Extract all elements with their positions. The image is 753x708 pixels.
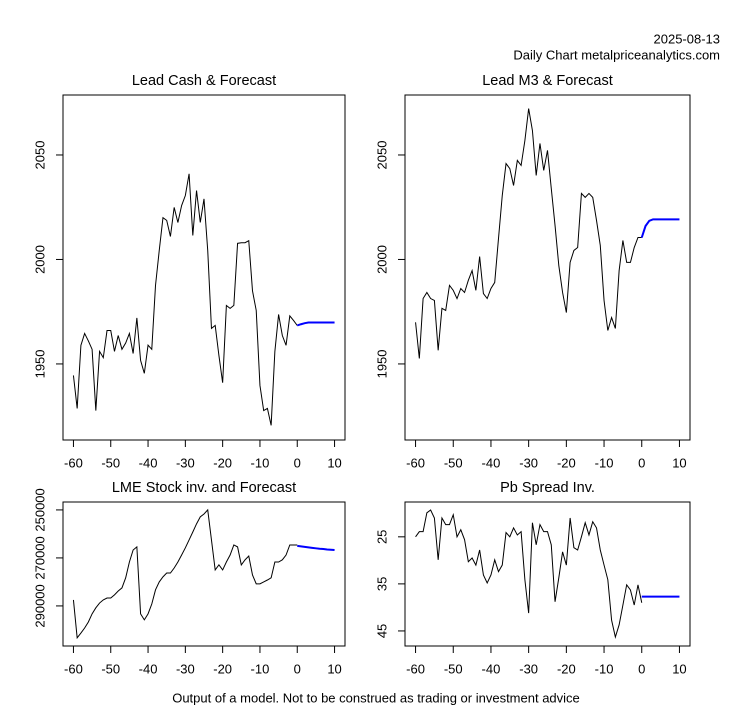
x-tick-label: -50 — [444, 661, 463, 676]
x-tick-label: -10 — [595, 661, 614, 676]
data-line — [640, 218, 680, 238]
x-tick-label: 0 — [294, 455, 301, 470]
chart-title: Pb Spread Inv. — [500, 480, 595, 496]
y-tick-label: 2000 — [32, 245, 47, 274]
y-tick-label: 25 — [374, 530, 389, 544]
x-tick-label: 10 — [672, 455, 686, 470]
x-tick-label: -40 — [482, 455, 501, 470]
x-tick-label: -50 — [101, 661, 120, 676]
x-tick-label: -40 — [482, 661, 501, 676]
data-line — [72, 173, 298, 426]
x-tick-label: -40 — [139, 661, 158, 676]
y-tick-label: 2000 — [374, 245, 389, 274]
source: Daily Chart metalpriceanalytics.com — [513, 47, 720, 62]
y-tick-label: 35 — [374, 577, 389, 591]
y-tick-label: 45 — [374, 624, 389, 638]
x-tick-label: -60 — [406, 661, 425, 676]
y-tick-label: 1950 — [374, 349, 389, 378]
data-line — [415, 509, 643, 640]
x-tick-label: 10 — [327, 661, 341, 676]
x-tick-label: -50 — [444, 455, 463, 470]
chart-title: LME Stock inv. and Forecast — [112, 480, 296, 496]
y-tick-label: 270000 — [32, 536, 47, 579]
footer: Output of a model. Not to be construed a… — [172, 690, 580, 705]
y-tick-label: 290000 — [32, 584, 47, 627]
x-tick-label: -20 — [557, 455, 576, 470]
x-tick-label: -30 — [176, 455, 195, 470]
x-tick-label: -30 — [176, 661, 195, 676]
x-tick-label: -20 — [213, 661, 232, 676]
date: 2025-08-13 — [654, 31, 721, 46]
x-tick-label: -40 — [139, 455, 158, 470]
plot-frame — [62, 501, 346, 647]
data-line — [72, 508, 298, 640]
x-tick-label: 10 — [672, 661, 686, 676]
x-tick-label: -10 — [251, 455, 270, 470]
x-tick-label: -30 — [519, 661, 538, 676]
plot-frame — [404, 501, 691, 647]
x-tick-label: 0 — [638, 455, 645, 470]
y-tick-label: 250000 — [32, 488, 47, 531]
x-tick-label: 0 — [294, 661, 301, 676]
y-tick-label: 2050 — [32, 141, 47, 170]
x-tick-label: -50 — [101, 455, 120, 470]
x-tick-label: -20 — [213, 455, 232, 470]
y-tick-label: 1950 — [32, 349, 47, 378]
x-tick-label: -10 — [595, 455, 614, 470]
y-tick-label: 2050 — [374, 141, 389, 170]
data-line — [297, 544, 335, 551]
data-line — [415, 108, 642, 359]
chart-title: Lead M3 & Forecast — [482, 73, 613, 89]
x-tick-label: -60 — [406, 455, 425, 470]
x-tick-label: -60 — [64, 455, 83, 470]
x-tick-label: -60 — [64, 661, 83, 676]
x-tick-label: -20 — [557, 661, 576, 676]
plot-frame — [62, 94, 346, 441]
data-line — [296, 321, 335, 327]
x-tick-label: 0 — [638, 661, 645, 676]
x-tick-label: -10 — [251, 661, 270, 676]
chart-title: Lead Cash & Forecast — [132, 73, 276, 89]
x-tick-label: -30 — [519, 455, 538, 470]
plot-frame — [404, 94, 691, 441]
x-tick-label: 10 — [327, 455, 341, 470]
